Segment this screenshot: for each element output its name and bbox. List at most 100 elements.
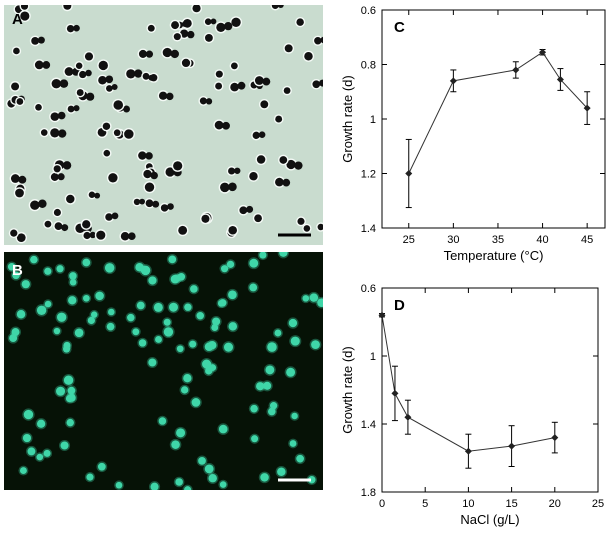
cell <box>16 98 24 105</box>
cell <box>84 52 94 61</box>
x-tick-label: 0 <box>379 498 385 510</box>
cell <box>223 342 234 352</box>
cell <box>267 342 277 352</box>
cell <box>199 97 207 105</box>
cell-dividing <box>105 75 114 84</box>
cell <box>88 191 96 199</box>
cell <box>259 252 267 259</box>
cell <box>66 194 75 204</box>
cell-dividing <box>282 178 291 187</box>
micrograph-panel-a: A <box>4 5 323 245</box>
data-point <box>508 442 516 450</box>
x-axis-label: Temperature (°C) <box>444 248 544 263</box>
cell <box>98 60 108 71</box>
cell-dividing <box>170 49 179 59</box>
cell <box>265 365 275 375</box>
cell <box>204 464 214 474</box>
cell <box>60 441 69 450</box>
cell <box>208 340 217 350</box>
y-axis-label: Growth rate (d) <box>340 346 355 433</box>
cell <box>286 367 296 377</box>
cell <box>75 62 83 70</box>
data-point <box>512 66 520 74</box>
cell-dividing <box>210 18 217 25</box>
cell <box>271 5 279 10</box>
cell <box>175 478 183 486</box>
cell <box>91 311 98 318</box>
cell <box>127 313 135 322</box>
series-line <box>408 51 588 174</box>
cell <box>302 295 310 302</box>
cell <box>288 318 298 328</box>
cell-dividing <box>59 79 69 88</box>
cell-dividing <box>262 77 271 86</box>
cell <box>209 364 217 372</box>
cell <box>144 182 155 192</box>
cell <box>74 328 84 338</box>
cell <box>120 232 130 241</box>
cell <box>249 258 259 268</box>
cell <box>196 311 205 320</box>
cell <box>44 300 52 308</box>
cell <box>150 482 159 490</box>
cell <box>214 120 224 130</box>
y-tick-label: 1 <box>370 114 376 126</box>
cell <box>201 214 210 223</box>
chart-panel-label: D <box>394 297 405 314</box>
cell <box>230 62 238 70</box>
cell <box>106 322 115 331</box>
y-tick-label: 1.4 <box>361 223 376 235</box>
cell <box>143 169 152 179</box>
cell-dividing <box>61 224 69 232</box>
cell <box>36 419 46 428</box>
cell-dividing <box>73 105 80 112</box>
cell <box>27 447 36 456</box>
cell <box>249 283 258 292</box>
cell <box>216 22 226 32</box>
cell <box>79 70 87 79</box>
cell <box>50 112 60 121</box>
cell <box>215 70 223 78</box>
cell <box>254 76 264 85</box>
x-tick-label: 5 <box>422 498 428 510</box>
cell <box>15 188 24 198</box>
cell <box>23 409 34 420</box>
cell-dividing <box>182 20 189 28</box>
cell <box>171 440 180 449</box>
cell <box>56 312 67 322</box>
cell <box>215 82 223 90</box>
cell-dividing <box>167 203 174 210</box>
cell <box>191 398 201 407</box>
cell-dividing <box>187 30 195 39</box>
cell <box>54 222 63 231</box>
cell-dividing <box>319 79 323 87</box>
cell <box>67 386 76 395</box>
chart-c-svg: 25 30 35 40 45 0.6 0.8 1 1.2 1.4 Temperature (°C) G… <box>340 5 606 263</box>
cell <box>82 220 91 229</box>
cell <box>124 129 134 139</box>
cell <box>16 310 26 319</box>
plot-frame <box>381 287 599 493</box>
cell <box>43 449 51 457</box>
data-point <box>464 447 472 455</box>
x-tick-label: 35 <box>492 234 504 246</box>
data-point <box>405 170 413 177</box>
cell <box>239 206 248 215</box>
cell <box>132 328 140 336</box>
cell <box>279 156 288 164</box>
y-tick-label: 0.8 <box>361 60 376 72</box>
cell-dividing <box>237 81 246 90</box>
cell <box>113 129 121 137</box>
chart-d: 0 5 10 15 20 25 0.6 1 1.4 1.8 NaCl (g/L) Growth rat… <box>335 268 615 538</box>
cell <box>69 272 77 280</box>
cell <box>252 131 260 139</box>
cell <box>140 265 151 276</box>
cell <box>160 204 169 212</box>
cell <box>11 82 20 91</box>
cell-dividing <box>277 5 284 8</box>
chart-panel-label: C <box>394 19 405 36</box>
cell <box>98 76 107 85</box>
cell <box>19 467 27 475</box>
cell <box>138 339 147 347</box>
plot-frame <box>381 9 606 229</box>
